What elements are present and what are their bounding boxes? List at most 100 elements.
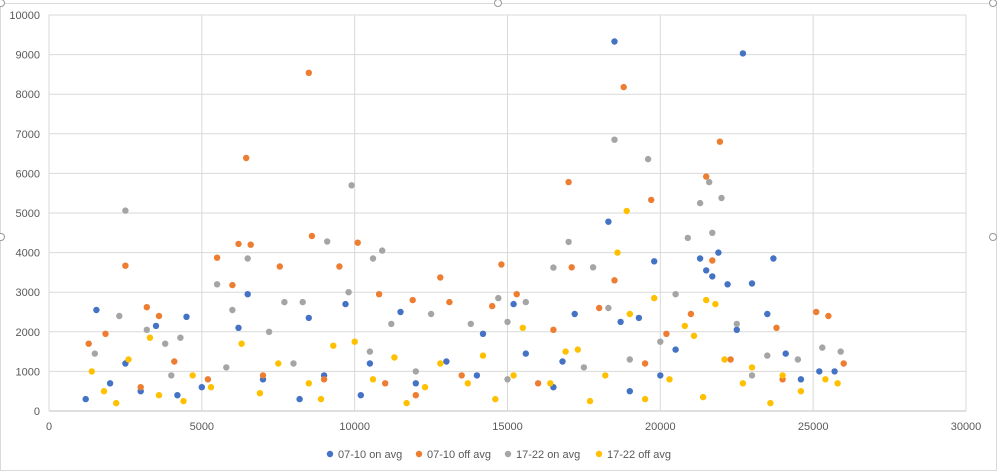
data-point [666, 376, 673, 383]
data-point [840, 360, 847, 367]
y-tick-label: 10000 [9, 10, 40, 22]
x-tick-label: 0 [46, 421, 52, 433]
data-point [382, 380, 389, 387]
data-point [351, 338, 358, 345]
data-point [571, 310, 578, 318]
data-point [122, 207, 129, 214]
data-point [709, 229, 716, 236]
data-point [623, 207, 630, 215]
data-point [143, 326, 150, 333]
data-point [324, 238, 331, 245]
legend-marker [504, 450, 512, 458]
data-point [137, 384, 144, 391]
x-tick-label: 20000 [645, 421, 676, 433]
data-point [336, 263, 343, 270]
plot-area [82, 38, 847, 407]
data-point [357, 392, 364, 399]
data-point [102, 330, 109, 337]
data-point [617, 318, 624, 326]
y-tick-label: 7000 [16, 129, 40, 141]
data-point [479, 330, 487, 337]
data-point [409, 296, 416, 304]
data-point [715, 249, 722, 256]
data-point [259, 372, 267, 379]
data-point [229, 281, 236, 289]
legend-label: 07-10 on avg [338, 449, 402, 461]
data-point [348, 182, 355, 189]
data-point [207, 384, 215, 391]
data-point [330, 342, 337, 349]
data-point [489, 302, 496, 310]
data-point [611, 277, 618, 284]
data-point [366, 348, 374, 355]
data-point [244, 255, 251, 262]
series-2 [91, 136, 844, 383]
data-point [519, 324, 526, 331]
data-point [614, 249, 621, 256]
data-point [648, 196, 655, 204]
data-point [651, 294, 658, 302]
data-point [565, 238, 572, 246]
data-point [299, 298, 306, 306]
data-point [822, 376, 829, 383]
data-point [764, 352, 771, 359]
resize-handle[interactable] [989, 0, 997, 7]
data-point [122, 262, 129, 269]
data-point [281, 298, 288, 306]
data-point [626, 310, 633, 318]
data-point [797, 376, 805, 383]
data-point [620, 83, 627, 91]
data-point [687, 310, 695, 318]
data-point [739, 380, 747, 387]
data-point [256, 390, 264, 397]
data-point [641, 360, 649, 367]
data-point [522, 350, 529, 357]
data-point [550, 326, 557, 333]
data-point [155, 392, 163, 399]
data-point [513, 291, 520, 298]
data-point [703, 296, 710, 304]
data-point [446, 298, 453, 306]
data-point [243, 154, 250, 162]
data-point [397, 308, 404, 316]
legend: 07-10 on avg 07-10 off avg 17-22 on avg 17-… [326, 449, 671, 461]
data-point [235, 324, 242, 331]
y-tick-label: 3000 [16, 287, 40, 299]
data-point [739, 50, 747, 57]
y-tick-label: 2000 [16, 327, 40, 339]
resize-handle[interactable] [0, 0, 5, 7]
chart-area-border [0, 3, 997, 471]
data-point [703, 173, 710, 180]
data-point [574, 346, 581, 353]
data-point [116, 312, 123, 320]
data-point [635, 314, 643, 322]
resize-handle[interactable] [0, 233, 5, 241]
data-point [605, 304, 612, 312]
data-point [473, 372, 481, 379]
data-point [443, 358, 450, 365]
data-point [816, 368, 823, 375]
data-point [794, 356, 802, 363]
x-tick-label: 30000 [951, 421, 982, 433]
data-point [626, 356, 633, 363]
data-point [93, 306, 100, 314]
legend-marker [415, 450, 423, 458]
data-point [611, 136, 618, 143]
resize-handle[interactable] [989, 233, 997, 241]
data-point [699, 393, 707, 401]
x-axis: 0 5000 10000 15000 20000 25000 30000 [46, 421, 981, 433]
y-tick-label: 9000 [16, 50, 40, 62]
resize-handle[interactable] [494, 0, 502, 7]
data-point [113, 399, 120, 407]
data-point [696, 255, 704, 262]
data-point [602, 372, 609, 379]
series-3 [88, 207, 841, 407]
data-point [366, 360, 374, 367]
y-tick-label: 1000 [16, 366, 40, 378]
y-axis: 0 1000 2000 3000 4000 5000 6000 7000 8000 9000 100… [9, 10, 40, 418]
data-point [152, 322, 160, 330]
data-point [100, 388, 108, 395]
data-point [379, 247, 386, 254]
data-point [412, 392, 419, 399]
